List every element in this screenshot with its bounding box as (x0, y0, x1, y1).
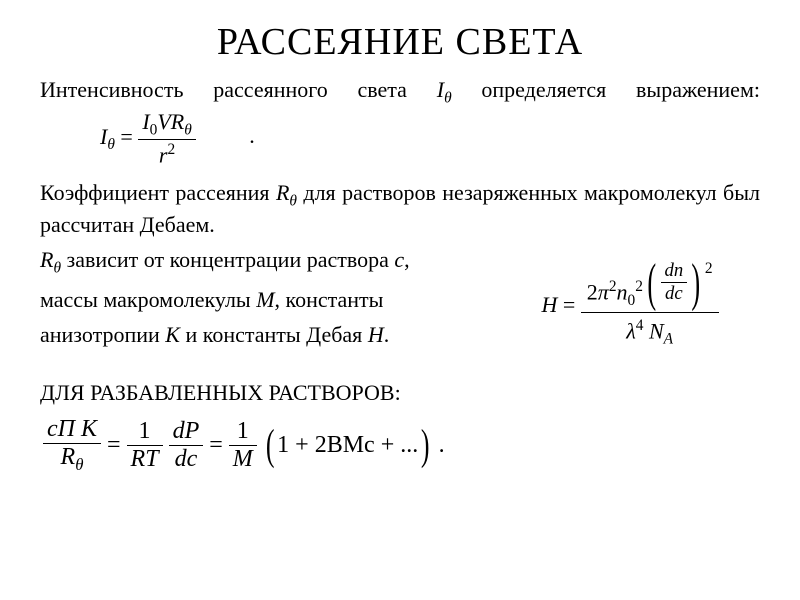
p5-a: анизотропии (40, 322, 165, 347)
eq1-num-b-sub: θ (184, 121, 192, 138)
eqF-frac4: 1 M (229, 418, 257, 473)
p5-d: H (368, 322, 384, 347)
two-column-section: Rθ зависит от концентрации раствора с, м… (40, 246, 760, 357)
p3-sub: θ (53, 260, 61, 277)
p1-sub: θ (444, 89, 452, 106)
p5-c: и константы Дебая (180, 322, 368, 347)
eqF-f4-den: M (229, 446, 257, 473)
p4-a: массы макромолекулы (40, 287, 256, 312)
p2-text-a: Коэффициент рассеяния (40, 180, 276, 205)
paragraph-1: Интенсивность рассеянного света Iθ опред… (40, 76, 760, 169)
equation-1: Iθ = I0VRθ r2 (100, 108, 196, 169)
p5-e: . (384, 322, 390, 347)
p5-b: K (165, 322, 180, 347)
eqF-dot: . (439, 432, 445, 459)
p2-sub: θ (289, 193, 297, 210)
eqH-lambda: λ (626, 318, 636, 343)
p4-c: , константы (275, 287, 384, 312)
eqH-N-sub: A (664, 331, 673, 348)
eq1-num-b: VR (157, 109, 184, 134)
eqF-f3-den: dc (169, 446, 204, 473)
p3-c: с (394, 247, 404, 272)
eqH-outer-frac: 2π2n02(dndc)2 λ4 NA (581, 258, 719, 352)
eqH-equals: = (557, 292, 580, 318)
p1-text-a: Интенсивность рассеянного света (40, 77, 437, 102)
eq1-den-sup: 2 (167, 141, 175, 158)
eqH-inner-den: dc (661, 283, 688, 305)
p4-b: M (256, 287, 274, 312)
eqF-f3-num: dP (169, 418, 204, 446)
slide-container: РАССЕЯНИЕ СВЕТА Интенсивность рассеянног… (0, 0, 800, 600)
eqF-frac2: 1 RT (127, 418, 163, 473)
eqH-n: n (617, 280, 628, 305)
equation-H: H = 2π2n02(dndc)2 λ4 NA (541, 258, 718, 352)
eqF-eq1: = (107, 432, 121, 459)
p3-d: , (404, 247, 410, 272)
eqH-coeff: 2 (587, 280, 598, 305)
eqH-inner-paren: (dndc) (643, 260, 705, 305)
slide-title: РАССЕЯНИЕ СВЕТА (40, 20, 760, 64)
p3-text-b: зависит от концентрации раствора (61, 247, 394, 272)
eqF-f1-den-sub: θ (75, 455, 83, 474)
paragraph-5: анизотропии K и константы Дебая H. (40, 321, 482, 349)
p1-text-b: определяется выражением: (452, 77, 760, 102)
eqH-lhs: H (541, 292, 557, 318)
paragraph-6: ДЛЯ РАЗБАВЛЕННЫХ РАСТВОРОВ: (40, 379, 760, 407)
eqF-frac1: cП K Rθ (43, 416, 101, 475)
eqH-pi: π (598, 280, 609, 305)
equation-final: cП K Rθ = 1 RT dP dc = 1 M ( 1 + 2BMc + … (40, 416, 760, 475)
right-column: H = 2π2n02(dndc)2 λ4 NA (500, 258, 760, 352)
eqF-f2-num: 1 (127, 418, 163, 446)
eqH-n-sup: 2 (635, 278, 643, 295)
p3-sym: R (40, 247, 53, 272)
eqF-paren-group: ( 1 + 2BMc + ... ) (263, 429, 433, 464)
eqH-inner-num: dn (661, 260, 688, 283)
eqF-f4-num: 1 (229, 418, 257, 446)
eqF-f1-den-a: R (61, 444, 76, 470)
eq1-num-a: I (142, 109, 149, 134)
p2-symbol: R (276, 180, 289, 205)
eqH-outer-sup: 2 (705, 260, 713, 277)
paragraph-2: Коэффициент рассеяния Rθ для растворов н… (40, 179, 760, 238)
eqF-eq2: = (209, 432, 223, 459)
eqF-f1-num: cП K (43, 416, 101, 444)
eq1-lhs-sub: θ (107, 136, 115, 153)
eq1-fraction: I0VRθ r2 (138, 108, 195, 169)
p1-symbol: I (437, 77, 444, 102)
paragraph-3: Rθ зависит от концентрации раствора с, (40, 246, 482, 278)
p1-dot: . (249, 123, 255, 148)
eqF-f2-den: RT (127, 446, 163, 473)
eqF-frac3: dP dc (169, 418, 204, 473)
eqH-pi-sup: 2 (609, 278, 617, 295)
eq1-equals: = (120, 123, 138, 148)
eqF-tail: 1 + 2BMc + ... (277, 432, 418, 459)
paragraph-4: массы макромолекулы M, константы (40, 286, 482, 314)
eqH-lambda-sup: 4 (636, 317, 644, 334)
left-column: Rθ зависит от концентрации раствора с, м… (40, 246, 482, 357)
eqH-N: N (649, 318, 664, 343)
